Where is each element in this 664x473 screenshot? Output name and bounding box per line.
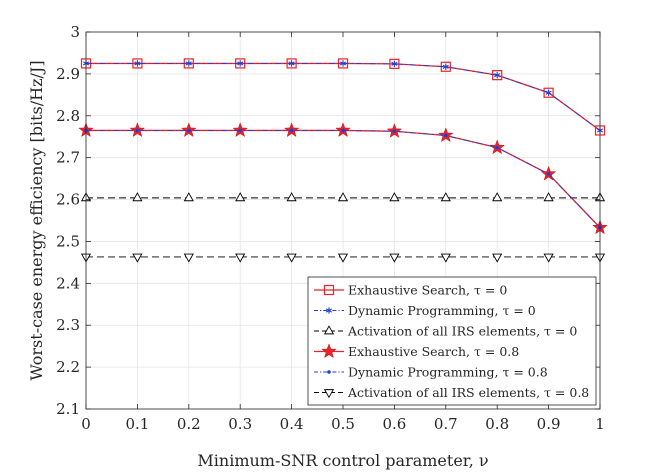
legend-box [307,276,597,406]
marker-square [492,70,503,81]
legend-label: Activation of all IRS elements, τ = 0.8 [347,385,589,400]
marker-triangle-up [440,192,451,202]
marker-triangle-up [337,192,349,202]
x-tick-label: 0.3 [228,415,252,433]
marker-triangle-down [440,253,451,263]
y-tick-label: 2.2 [56,358,80,376]
x-tick-label: 0.9 [537,415,561,433]
y-tick-label: 2.5 [56,232,80,250]
legend: Exhaustive Search, τ = 0 Dynamic Programm… [307,276,597,406]
marker-triangle-up [323,325,335,335]
marker-triangle-down [337,253,349,263]
marker-asterisk [545,89,552,96]
marker-triangle-up [183,192,194,202]
legend-entry: Dynamic Programming, τ = 0.8 [314,365,548,380]
marker-triangle-down [323,389,335,399]
marker-triangle-up [235,192,246,202]
marker-dot [238,128,242,133]
marker-asterisk [288,60,295,67]
marker-dot [444,133,448,138]
legend-label: Exhaustive Search, τ = 0.8 [348,344,519,359]
legend-label: Exhaustive Search, τ = 0 [348,283,507,298]
marker-dot [187,128,191,133]
marker-star [321,343,337,359]
series-layer [78,58,608,263]
marker-asterisk [237,60,244,67]
legend-label: Dynamic Programming, τ = 0 [348,303,536,318]
marker-square [286,58,297,69]
x-tick-label: 0.6 [382,415,406,433]
marker-dot [341,128,345,133]
x-tick-label: 0 [81,415,91,433]
y-tick-label: 2.3 [56,316,80,334]
marker-dot [135,128,140,133]
y-tick-label: 2.6 [56,191,80,209]
marker-triangle-down [235,253,246,263]
marker-dot [546,172,551,176]
marker-triangle-down [543,253,554,263]
x-tick-label: 0.2 [177,415,201,433]
x-tick-label: 0.5 [331,415,355,433]
y-tick-label: 2.8 [56,107,80,125]
marker-asterisk [442,63,449,70]
y-tick-label: 3 [70,23,80,41]
marker-dot [495,145,500,150]
series-3 [80,192,606,202]
marker-asterisk [339,60,347,67]
marker-triangle-down [132,253,143,263]
marker-triangle-up [389,192,400,202]
x-axis-label: Minimum-SNR control parameter, ν [197,451,488,470]
legend-entry: Activation of all IRS elements, τ = 0.8 [314,385,589,400]
marker-dot [289,128,294,133]
legend-label: Dynamic Programming, τ = 0.8 [348,365,548,380]
legend-entry: Exhaustive Search, τ = 0 [314,283,507,298]
marker-asterisk [494,71,501,79]
marker-dot [327,370,331,374]
x-tick-label: 1 [595,415,605,433]
marker-triangle-down [492,253,503,263]
marker-dot [392,129,397,134]
x-tick-label: 0.8 [485,415,509,433]
axis-ticks: 0 0.1 0.2 0.3 0.4 0.5 0.6 0.7 0.8 0.9 1 2.1 2.2 2.3 2.… [56,23,605,433]
x-tick-label: 0.1 [125,415,149,433]
y-tick-label: 2.1 [56,400,80,418]
x-tick-label: 0.4 [280,415,304,433]
legend-entry: Dynamic Programming, τ = 0 [314,303,536,318]
marker-square [543,87,554,98]
marker-square [323,284,335,296]
y-tick-label: 2.7 [56,149,80,167]
y-tick-label: 2.9 [56,65,80,83]
legend-label: Activation of all IRS elements, τ = 0 [347,324,577,339]
marker-asterisk [325,307,333,314]
marker-triangle-down [286,253,297,263]
marker-triangle-up [543,192,554,202]
x-tick-label: 0.7 [434,415,458,433]
marker-triangle-down [183,253,194,263]
series-6 [80,253,606,263]
y-axis-label: Worst-case energy efficiency [bits/Hz/J] [27,60,46,380]
marker-triangle-up [492,192,503,202]
marker-asterisk [391,60,398,68]
marker-asterisk [134,60,141,67]
marker-triangle-up [286,192,297,202]
y-tick-label: 2.4 [56,274,80,292]
marker-triangle-down [389,253,400,263]
legend-entry: Exhaustive Search, τ = 0.8 [314,343,519,359]
marker-asterisk [185,60,192,67]
marker-triangle-up [132,192,143,202]
legend-entry: Activation of all IRS elements, τ = 0 [314,324,577,339]
